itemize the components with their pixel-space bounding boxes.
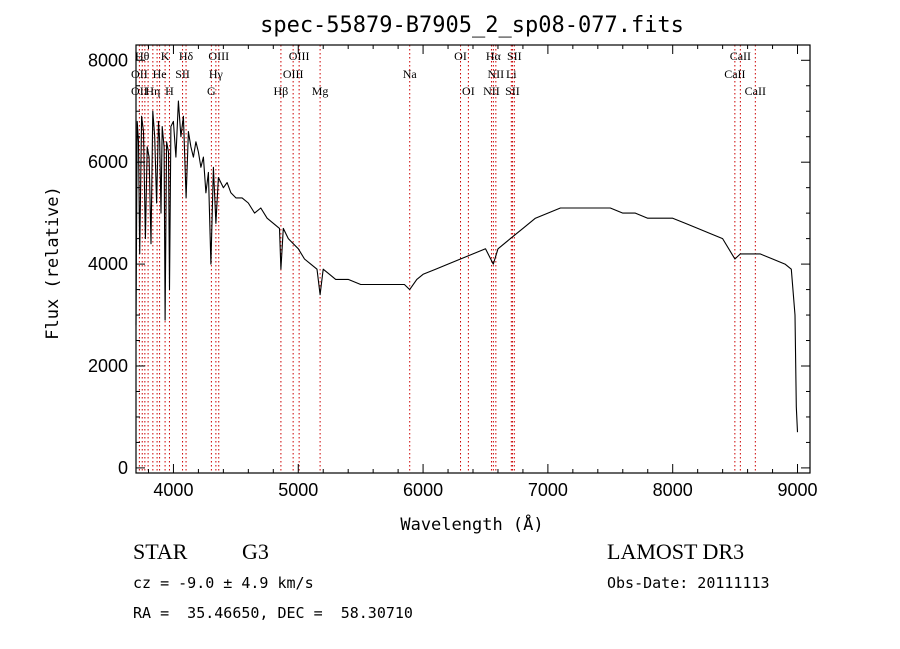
chart-title: spec-55879-B7905_2_sp08-077.fits	[260, 13, 684, 38]
reference-line-label: OIII	[208, 49, 229, 63]
x-tick-label: 8000	[653, 480, 693, 500]
reference-line-label: OII	[131, 84, 148, 98]
x-tick-label: 5000	[278, 480, 318, 500]
reference-line-label: Hβ	[274, 84, 289, 98]
reference-line-label: G	[207, 84, 216, 98]
spectrum-series-line	[135, 100, 799, 433]
reference-line-label: H	[165, 84, 174, 98]
plot-frame	[135, 44, 811, 474]
reference-line-label: OII	[131, 67, 148, 81]
reference-line-label: CaII	[724, 67, 745, 81]
x-axis-label: Wavelength (Å)	[400, 513, 543, 535]
reference-line-label: Hθ	[135, 49, 150, 63]
observation-date: Obs-Date: 20111113	[607, 574, 770, 592]
x-tick-label: 7000	[528, 480, 568, 500]
coordinates: RA = 35.46650, DEC = 58.30710	[133, 604, 413, 622]
reference-line-label: CaII	[730, 49, 751, 63]
reference-line-label: OIII	[289, 49, 310, 63]
reference-line-label: SII	[507, 49, 522, 63]
reference-line-label: He	[153, 67, 167, 81]
y-tick-label: 8000	[88, 50, 128, 70]
reference-line-label: CaII	[745, 84, 766, 98]
reference-line-label: OIII	[283, 67, 304, 81]
object-class: STAR	[133, 539, 188, 564]
reference-line-label: SII	[175, 67, 190, 81]
reference-line-label: Li	[506, 67, 517, 81]
reference-line-label: NII	[488, 67, 505, 81]
reference-line-label: Hη	[145, 84, 160, 98]
reference-line-label: OI	[454, 49, 467, 63]
reference-line-label: OI	[462, 84, 475, 98]
y-tick-label: 2000	[88, 356, 128, 376]
y-tick-label: 6000	[88, 152, 128, 172]
x-tick-label: 9000	[777, 480, 817, 500]
y-tick-label: 4000	[88, 254, 128, 274]
reference-line-label: Hγ	[209, 67, 224, 81]
x-axis-ticks: 4000 5000 6000 7000 8000 9000	[147, 45, 818, 500]
x-tick-label: 6000	[403, 480, 443, 500]
y-axis-ticks: 0 2000 4000 6000 8000	[88, 50, 810, 478]
redshift-velocity: cz = -9.0 ± 4.9 km/s	[133, 574, 314, 592]
reference-line-label: NII	[483, 84, 500, 98]
y-tick-label: 0	[118, 458, 128, 478]
reference-lines	[138, 45, 756, 473]
x-tick-label: 4000	[153, 480, 193, 500]
reference-line-label: Hδ	[179, 49, 194, 63]
reference-line-label: SII	[505, 84, 520, 98]
reference-line-label: Mg	[312, 84, 329, 98]
survey-name: LAMOST DR3	[607, 539, 745, 564]
reference-line-labels: Hθ K Hδ OIII OIII OI Hα SII CaII OII He SII Hγ OIII Na…	[131, 49, 766, 98]
reference-line-label: Hα	[486, 49, 502, 63]
reference-line-label: Na	[403, 67, 418, 81]
reference-line-label: K	[161, 49, 170, 63]
object-subclass: G3	[242, 539, 269, 564]
y-axis-label: Flux (relative)	[43, 186, 63, 340]
